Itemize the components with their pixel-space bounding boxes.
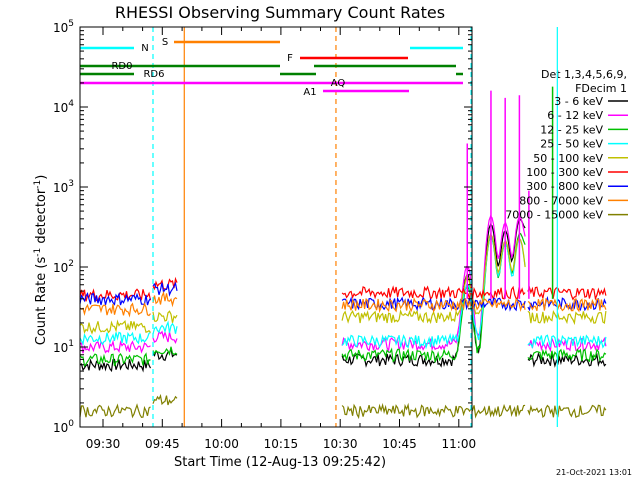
y-axis-label-sup2: -1: [33, 180, 43, 189]
y-tick-label-5: 105: [53, 19, 74, 35]
legend-label-8: 7000 - 15000 keV: [505, 209, 603, 222]
legend-label-4: 50 - 100 keV: [533, 152, 603, 165]
y-tick-label-2: 102: [53, 259, 74, 275]
flag-label-f: F: [287, 53, 293, 64]
x-axis-label: Start Time (12-Aug-13 09:25:42): [174, 455, 386, 470]
x-tick-label-1: 09:45: [145, 437, 180, 451]
series-line-4: [79, 232, 607, 335]
series-line-7: [79, 290, 607, 318]
legend-label-2: 12 - 25 keV: [540, 123, 603, 136]
y-axis-label-b: detector: [34, 188, 49, 248]
series-line-2: [79, 232, 607, 368]
y-tick-label-4: 104: [53, 99, 74, 115]
y-axis-label: Count Rate (s-1 detector-1): [33, 175, 49, 346]
legend-label-7: 800 - 7000 keV: [519, 194, 603, 207]
x-tick-label-6: 11:00: [442, 437, 477, 451]
legend-label-0: 3 - 6 keV: [554, 95, 603, 108]
flag-label-rd0: RD0: [111, 61, 132, 72]
flag-label-aq: AQ: [331, 78, 346, 89]
plot-frame: [79, 26, 473, 428]
series-line-0: [79, 218, 607, 373]
legend-label-6: 300 - 800 keV: [526, 180, 603, 193]
legend-header-line1: Det 1,3,4,5,6,9,: [541, 68, 627, 81]
series-line-6: [79, 281, 607, 312]
flag-label-s: S: [162, 37, 168, 48]
flag-label-n: N: [141, 43, 148, 54]
y-axis-label-a: Count Rate (s: [34, 257, 49, 346]
y-tick-label-0: 100: [53, 419, 74, 435]
legend-label-1: 6 - 12 keV: [547, 109, 603, 122]
legend-header-line2: FDecim 1: [575, 82, 627, 95]
x-tick-label-4: 10:30: [323, 437, 358, 451]
chart-title: RHESSI Observing Summary Count Rates: [115, 3, 445, 22]
x-tick-label-5: 10:45: [382, 437, 417, 451]
flag-label-rd6: RD6: [143, 69, 164, 80]
x-tick-label-3: 10:15: [264, 437, 299, 451]
x-tick-label-0: 09:30: [86, 437, 121, 451]
y-tick-label-1: 101: [53, 339, 74, 355]
legend-label-5: 100 - 300 keV: [526, 166, 603, 179]
x-tick-label-2: 10:00: [204, 437, 239, 451]
series-line-3: [79, 235, 607, 350]
series-line-8: [79, 393, 607, 420]
y-axis-label-sup1: -1: [33, 248, 43, 257]
y-tick-label-3: 103: [53, 179, 74, 195]
flag-label-a1: A1: [303, 87, 316, 98]
plot-timestamp: 21-Oct-2021 13:01: [556, 468, 632, 477]
y-axis-label-c: ): [34, 175, 49, 180]
legend-label-3: 25 - 50 keV: [540, 138, 603, 151]
